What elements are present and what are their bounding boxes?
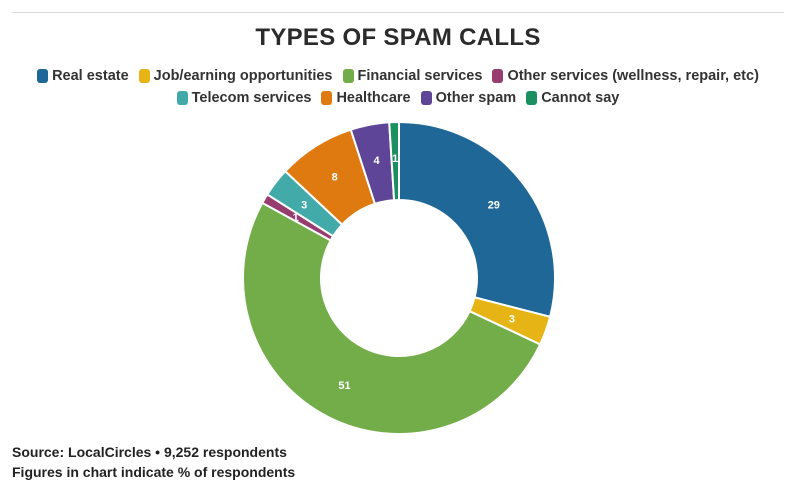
legend-item-other-spam[interactable]: Other spam bbox=[420, 90, 517, 106]
legend-item-cannot-say[interactable]: Cannot say bbox=[526, 90, 619, 106]
legend-row-1: Real estate Job/earning opportunities Fi… bbox=[20, 68, 776, 84]
legend-swatch bbox=[138, 69, 150, 83]
slice-label-telecom-services: 3 bbox=[301, 199, 307, 211]
slice-cannot-say[interactable] bbox=[388, 120, 400, 202]
legend-item-real-estate[interactable]: Real estate bbox=[37, 68, 129, 84]
slice-label-financial-services: 51 bbox=[338, 380, 350, 392]
slice-real-estate[interactable] bbox=[398, 120, 556, 319]
legend-label: Other spam bbox=[435, 90, 517, 106]
legend-label: Real estate bbox=[52, 68, 129, 84]
legend-label: Healthcare bbox=[336, 90, 411, 106]
legend-item-other-services[interactable]: Other services (wellness, repair, etc) bbox=[492, 68, 759, 84]
legend-swatch bbox=[526, 91, 538, 105]
legend-row-2: Telecom services Healthcare Other spam C… bbox=[20, 90, 776, 106]
legend-item-financial-services[interactable]: Financial services bbox=[342, 68, 483, 84]
slice-label-healthcare: 8 bbox=[332, 172, 338, 184]
legend-swatch bbox=[37, 69, 49, 83]
slice-label-job-earning: 3 bbox=[509, 314, 515, 326]
chart-legend: Real estate Job/earning opportunities Fi… bbox=[20, 68, 776, 106]
legend-swatch bbox=[321, 91, 333, 105]
source-note: Source: LocalCircles • 9,252 respondents bbox=[12, 444, 287, 460]
legend-swatch bbox=[492, 69, 504, 83]
legend-swatch bbox=[420, 91, 432, 105]
legend-item-job-earning[interactable]: Job/earning opportunities bbox=[138, 68, 333, 84]
legend-swatch bbox=[342, 69, 354, 83]
legend-item-telecom-services[interactable]: Telecom services bbox=[176, 90, 312, 106]
slice-financial-services[interactable] bbox=[242, 201, 542, 435]
top-divider bbox=[12, 12, 784, 13]
slice-label-other-spam: 4 bbox=[373, 155, 380, 167]
legend-label: Other services (wellness, repair, etc) bbox=[507, 68, 759, 84]
slice-label-cannot-say: 1 bbox=[392, 153, 398, 165]
legend-swatch bbox=[176, 91, 188, 105]
slice-label-other-services: 1 bbox=[293, 212, 299, 224]
figures-note: Figures in chart indicate % of responden… bbox=[12, 464, 296, 480]
slice-label-real-estate: 29 bbox=[488, 199, 500, 211]
legend-label: Financial services bbox=[357, 68, 483, 84]
legend-item-healthcare[interactable]: Healthcare bbox=[321, 90, 411, 106]
legend-label: Job/earning opportunities bbox=[153, 68, 333, 84]
legend-label: Telecom services bbox=[191, 90, 312, 106]
chart-footer: Source: LocalCircles • 9,252 respondents… bbox=[12, 442, 295, 482]
legend-label: Cannot say bbox=[541, 90, 620, 106]
chart-title: TYPES OF SPAM CALLS bbox=[255, 24, 541, 51]
